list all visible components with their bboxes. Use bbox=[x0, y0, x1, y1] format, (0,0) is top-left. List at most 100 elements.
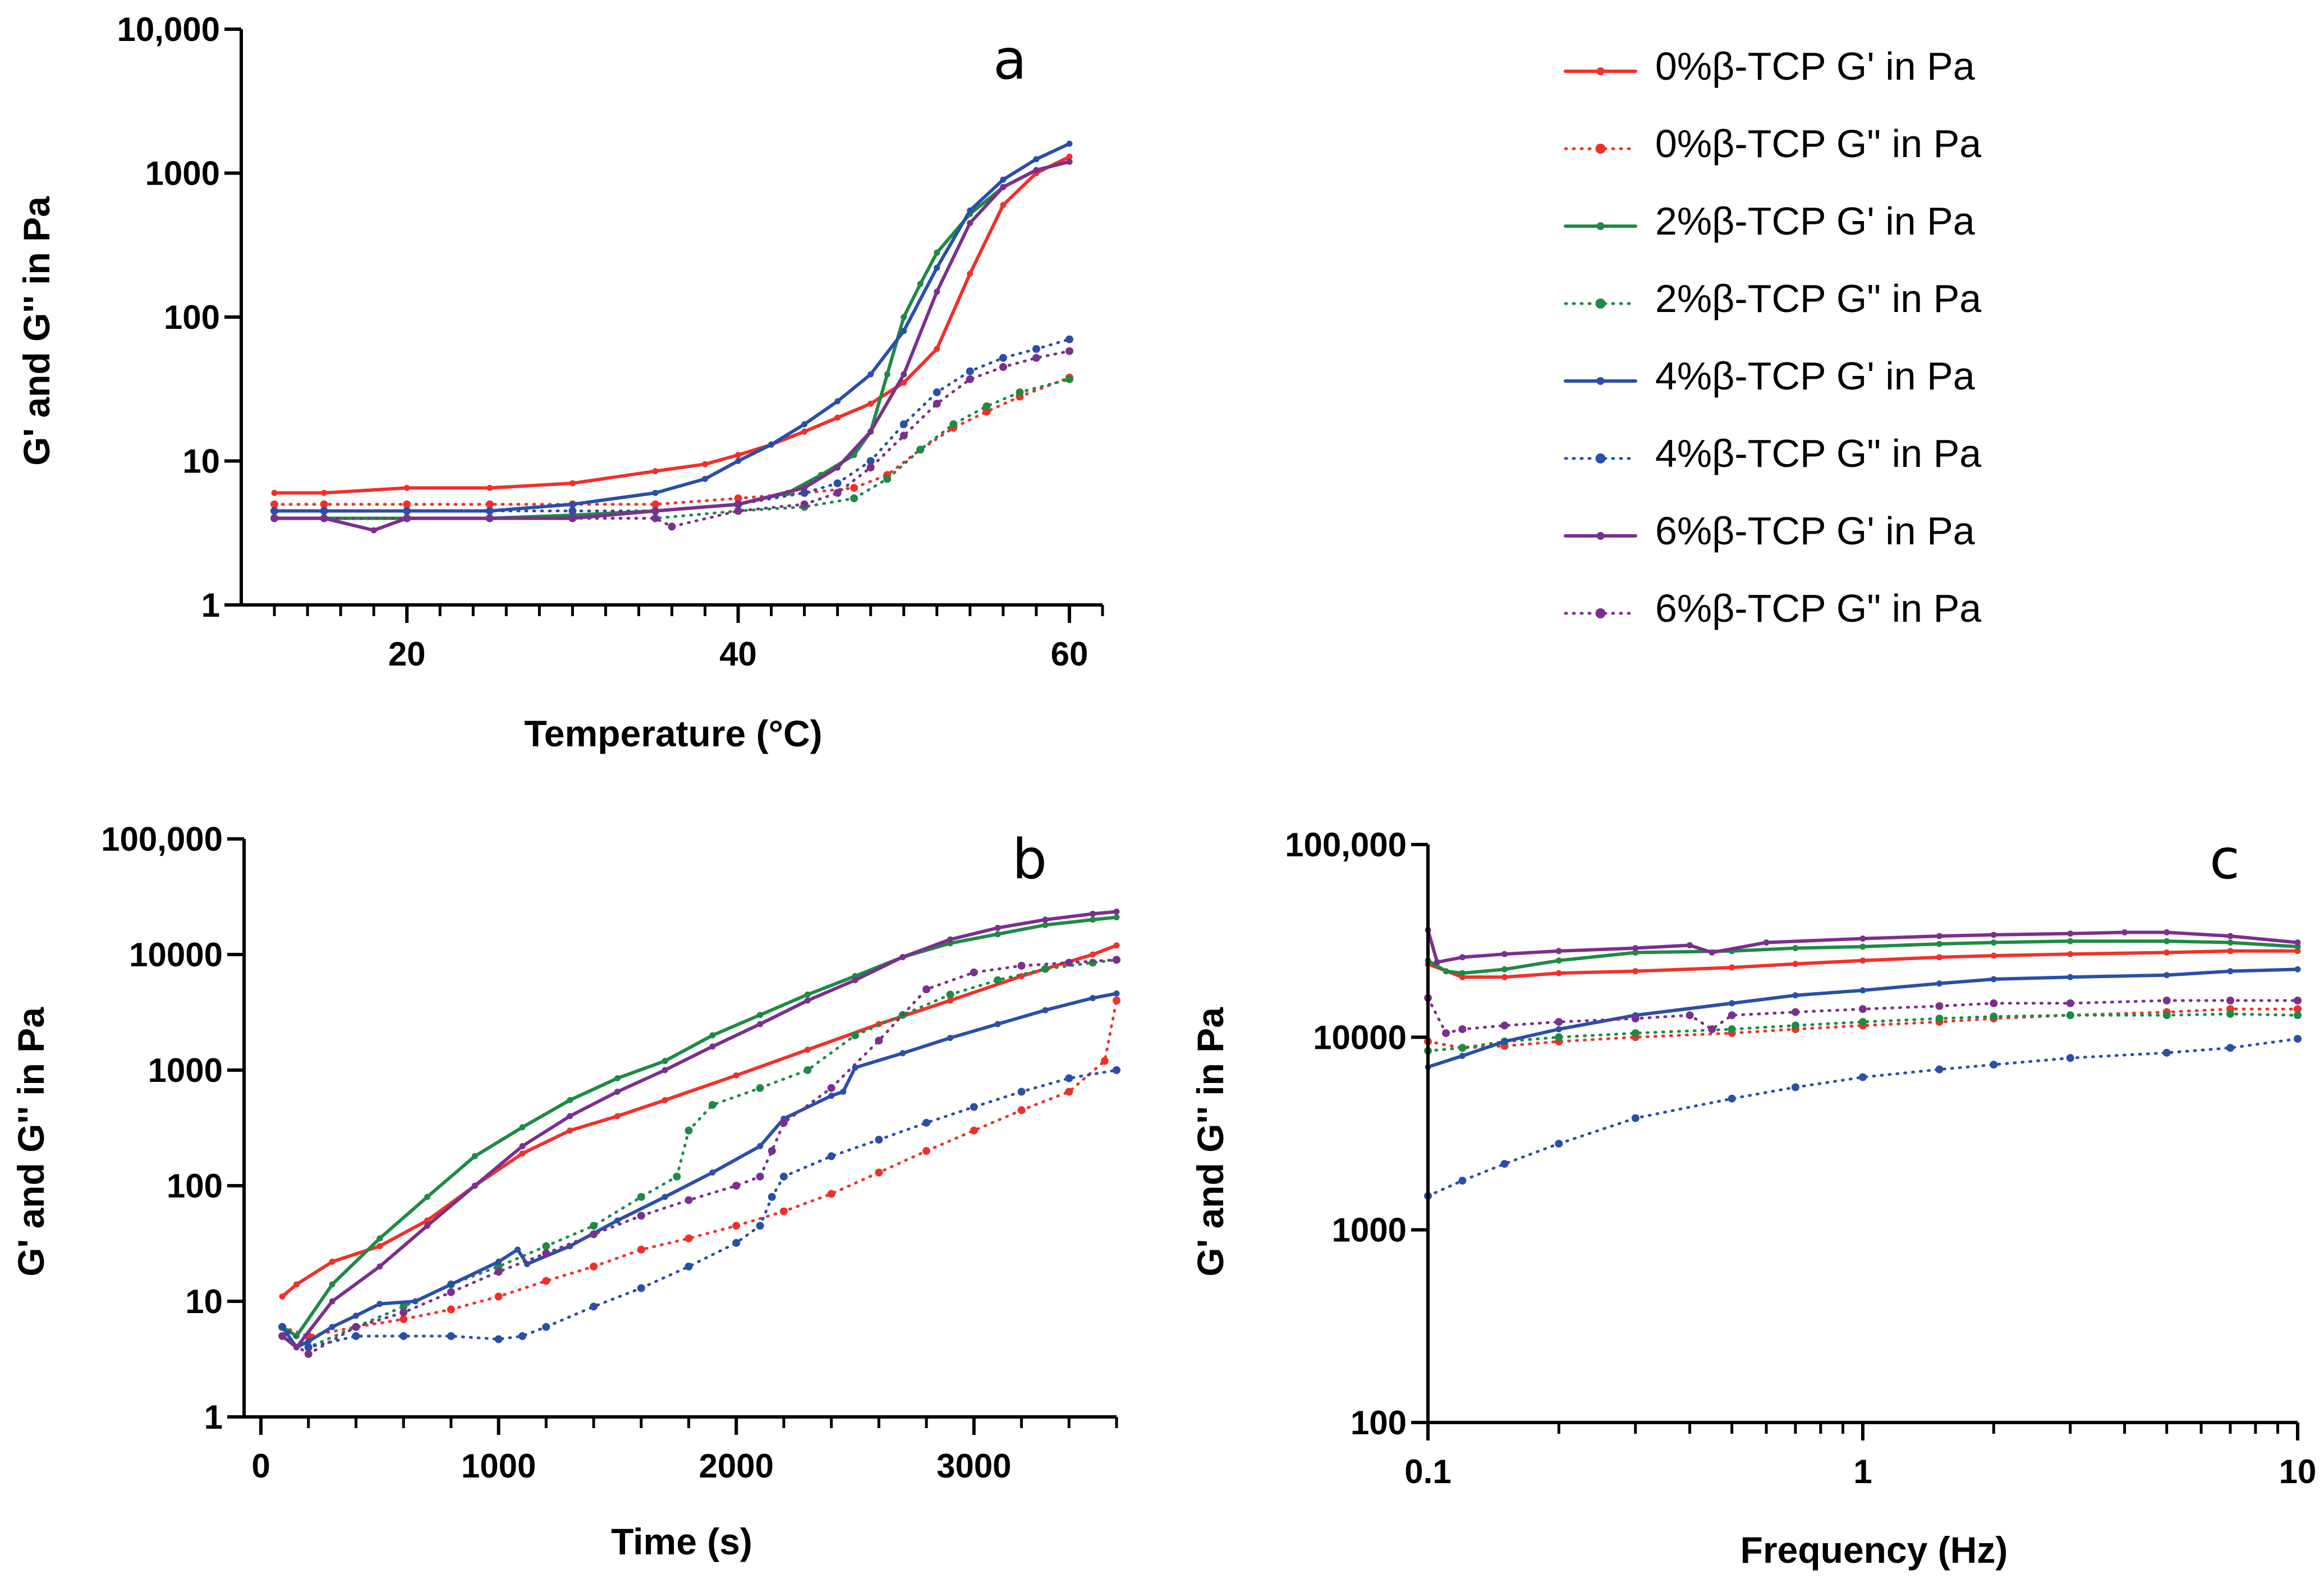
data-point bbox=[662, 1097, 668, 1103]
data-point bbox=[1458, 1025, 1467, 1034]
y-tick-label: 10 bbox=[182, 443, 220, 480]
legend-item: 2%β-TCP G' in Pa bbox=[1564, 199, 1975, 243]
data-point bbox=[1113, 956, 1120, 964]
data-point bbox=[1935, 1002, 1944, 1010]
data-point bbox=[922, 1147, 931, 1155]
data-point bbox=[827, 1084, 835, 1092]
data-point bbox=[1113, 914, 1120, 921]
data-point bbox=[1065, 375, 1073, 383]
data-point bbox=[757, 1143, 764, 1149]
data-point bbox=[2162, 1049, 2171, 1057]
data-point bbox=[2227, 939, 2234, 946]
data-point bbox=[1090, 951, 1096, 958]
data-point bbox=[866, 457, 875, 465]
data-point bbox=[1033, 167, 1040, 173]
data-point bbox=[917, 281, 924, 287]
data-point bbox=[399, 1302, 408, 1311]
data-point bbox=[1990, 1061, 1998, 1069]
data-point bbox=[614, 1089, 621, 1095]
data-point bbox=[1000, 176, 1007, 183]
data-point bbox=[1041, 965, 1049, 973]
panel-c-y-axis-title: G' and G'' in Pa bbox=[1189, 1007, 1231, 1277]
data-point bbox=[447, 1288, 455, 1296]
data-point bbox=[1100, 1057, 1109, 1065]
legend-swatch bbox=[1564, 532, 1637, 540]
data-point bbox=[1859, 987, 1866, 994]
data-point bbox=[403, 485, 410, 491]
series-2-tcp-g-in-pa bbox=[271, 158, 1073, 522]
data-point bbox=[947, 1035, 953, 1041]
data-point bbox=[1859, 943, 1866, 950]
data-point bbox=[1066, 153, 1073, 160]
data-point bbox=[2066, 1054, 2074, 1062]
data-point bbox=[2164, 938, 2170, 944]
data-point bbox=[1113, 1066, 1120, 1074]
series-4-tcp-g-in-pa bbox=[279, 990, 1120, 1351]
panel-c-letter: c bbox=[2210, 828, 2240, 892]
data-point bbox=[486, 485, 493, 491]
x-tick-label: 0 bbox=[251, 1447, 270, 1485]
series-line bbox=[281, 999, 1118, 1338]
data-point bbox=[1500, 1160, 1509, 1168]
panel-c: 100 1000 10000 100,000 0.1 1 10 c Frequency (H… bbox=[1189, 826, 2316, 1571]
data-point bbox=[803, 1066, 812, 1074]
data-point bbox=[304, 1350, 313, 1358]
data-point bbox=[1090, 911, 1096, 917]
data-point bbox=[2067, 974, 2074, 980]
data-point bbox=[866, 464, 875, 472]
data-point bbox=[1859, 957, 1866, 964]
data-point bbox=[278, 1332, 287, 1340]
series-line bbox=[281, 915, 1118, 1338]
data-point bbox=[1728, 1025, 1736, 1034]
data-point bbox=[637, 1212, 645, 1220]
data-point bbox=[1859, 1018, 1867, 1026]
data-point bbox=[966, 367, 974, 375]
series-line bbox=[273, 155, 1071, 495]
data-point bbox=[734, 507, 742, 515]
y-tick-label: 100 bbox=[164, 299, 220, 336]
data-point bbox=[1459, 954, 1466, 961]
data-point bbox=[569, 501, 576, 508]
data-point bbox=[1065, 1074, 1073, 1082]
data-point bbox=[2164, 972, 2170, 979]
legend-label: 6%β-TCP G' in Pa bbox=[1655, 509, 1975, 553]
data-point bbox=[970, 1126, 978, 1135]
data-point bbox=[1631, 1114, 1639, 1122]
data-point bbox=[399, 1309, 408, 1316]
data-point bbox=[1728, 1011, 1736, 1020]
data-point bbox=[1936, 954, 1942, 961]
series-6-tcp-g-in-pa bbox=[278, 956, 1120, 1358]
data-point bbox=[424, 1217, 430, 1224]
data-point bbox=[735, 458, 742, 464]
data-point bbox=[1443, 968, 1449, 975]
data-point bbox=[278, 1323, 287, 1331]
data-point bbox=[1935, 1065, 1944, 1073]
data-point bbox=[329, 1298, 336, 1305]
y-tick-label: 10000 bbox=[129, 936, 223, 974]
data-point bbox=[800, 500, 809, 508]
data-point bbox=[1032, 354, 1040, 362]
data-point bbox=[2066, 999, 2074, 1007]
data-point bbox=[933, 388, 941, 397]
y-tick-label: 10 bbox=[185, 1283, 223, 1320]
data-point bbox=[662, 1067, 668, 1073]
data-point bbox=[922, 985, 931, 993]
data-point bbox=[424, 1194, 430, 1200]
data-point bbox=[1936, 940, 1942, 947]
data-point bbox=[994, 931, 1001, 938]
data-point bbox=[1016, 388, 1024, 397]
data-point bbox=[801, 428, 808, 435]
data-point bbox=[399, 1332, 408, 1340]
data-point bbox=[1434, 959, 1440, 966]
data-point bbox=[916, 446, 925, 454]
series-4-tcp-g-in-pa bbox=[271, 140, 1073, 514]
y-tick-label: 1000 bbox=[148, 1052, 223, 1089]
data-point bbox=[1090, 916, 1096, 923]
data-point bbox=[1555, 970, 1562, 976]
data-point bbox=[834, 398, 841, 405]
data-point bbox=[840, 1089, 847, 1095]
legend-marker bbox=[1595, 144, 1606, 154]
series-2-tcp-g-in-pa bbox=[270, 375, 1073, 522]
data-point bbox=[321, 489, 328, 496]
data-point bbox=[304, 1343, 313, 1351]
